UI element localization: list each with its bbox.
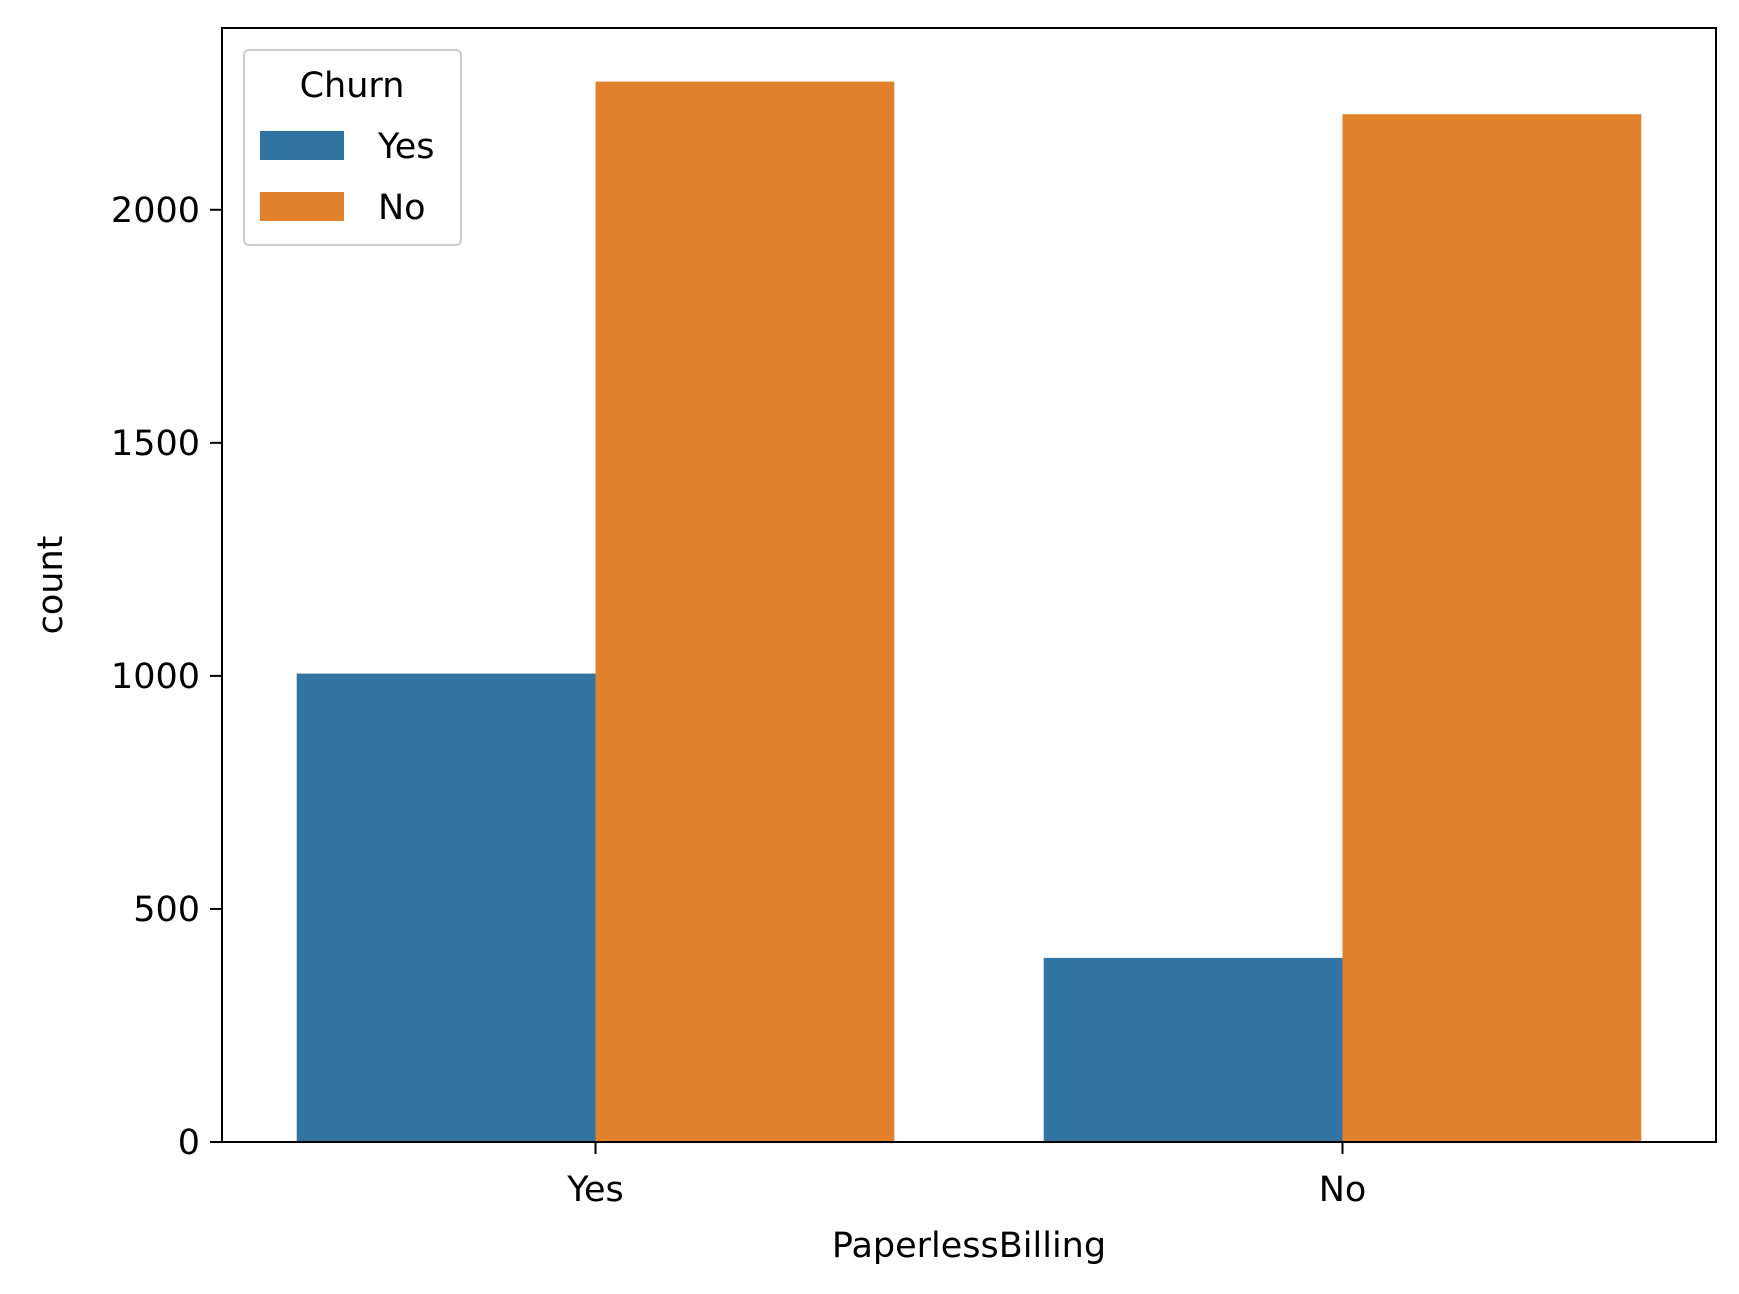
legend-swatch-no	[260, 192, 344, 221]
legend: Churn Yes No	[243, 49, 462, 246]
y-tick-label: 0	[178, 1123, 200, 1163]
legend-label-yes: Yes	[377, 127, 435, 167]
x-axis-label: PaperlessBilling	[832, 1226, 1106, 1266]
legend-label-no: No	[378, 188, 426, 228]
y-tick-label: 1500	[111, 424, 200, 464]
legend-title: Churn	[300, 66, 405, 106]
y-axis-label: count	[31, 536, 71, 635]
x-tick-label: No	[1319, 1170, 1367, 1210]
legend-swatch-yes	[260, 131, 344, 160]
bar-no-yes	[1043, 957, 1343, 1142]
y-tick-label: 500	[133, 890, 200, 930]
bar-no-no	[1342, 114, 1642, 1143]
y-tick-label: 2000	[111, 191, 200, 231]
x-tick-label: Yes	[566, 1170, 624, 1210]
bar-yes-yes	[296, 673, 596, 1142]
x-axis-ticks: Yes No	[566, 1142, 1366, 1210]
legend-items: Yes No	[260, 127, 435, 228]
bar-yes-no	[595, 81, 895, 1142]
y-axis-ticks: 0 500 1000 1500 2000	[111, 191, 222, 1163]
plot-frame	[221, 27, 1717, 1143]
y-tick-label: 1000	[111, 657, 200, 697]
bars-layer	[296, 81, 1642, 1143]
